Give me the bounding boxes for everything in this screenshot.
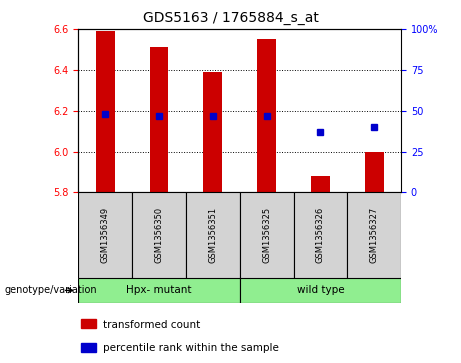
Text: genotype/variation: genotype/variation bbox=[5, 285, 97, 295]
Bar bbox=[347, 192, 401, 278]
Text: wild type: wild type bbox=[296, 285, 344, 295]
Bar bbox=[150, 48, 168, 192]
Text: GDS5163 / 1765884_s_at: GDS5163 / 1765884_s_at bbox=[142, 11, 319, 25]
Bar bbox=[132, 192, 186, 278]
Bar bbox=[240, 278, 401, 303]
Bar bbox=[365, 151, 384, 192]
Bar bbox=[186, 192, 240, 278]
Bar bbox=[81, 343, 96, 352]
Text: GSM1356326: GSM1356326 bbox=[316, 207, 325, 263]
Text: GSM1356327: GSM1356327 bbox=[370, 207, 378, 263]
Bar bbox=[240, 192, 294, 278]
Bar bbox=[294, 192, 347, 278]
Bar bbox=[96, 31, 115, 192]
Text: GSM1356350: GSM1356350 bbox=[154, 207, 164, 263]
Text: GSM1356349: GSM1356349 bbox=[101, 207, 110, 263]
Bar bbox=[78, 278, 240, 303]
Text: percentile rank within the sample: percentile rank within the sample bbox=[103, 343, 279, 353]
Text: GSM1356325: GSM1356325 bbox=[262, 207, 271, 263]
Bar bbox=[257, 39, 276, 192]
Bar bbox=[78, 192, 132, 278]
Bar bbox=[203, 72, 222, 192]
Text: GSM1356351: GSM1356351 bbox=[208, 207, 217, 263]
Bar bbox=[311, 176, 330, 192]
Bar bbox=[81, 319, 96, 328]
Text: transformed count: transformed count bbox=[103, 320, 201, 330]
Text: Hpx- mutant: Hpx- mutant bbox=[126, 285, 192, 295]
